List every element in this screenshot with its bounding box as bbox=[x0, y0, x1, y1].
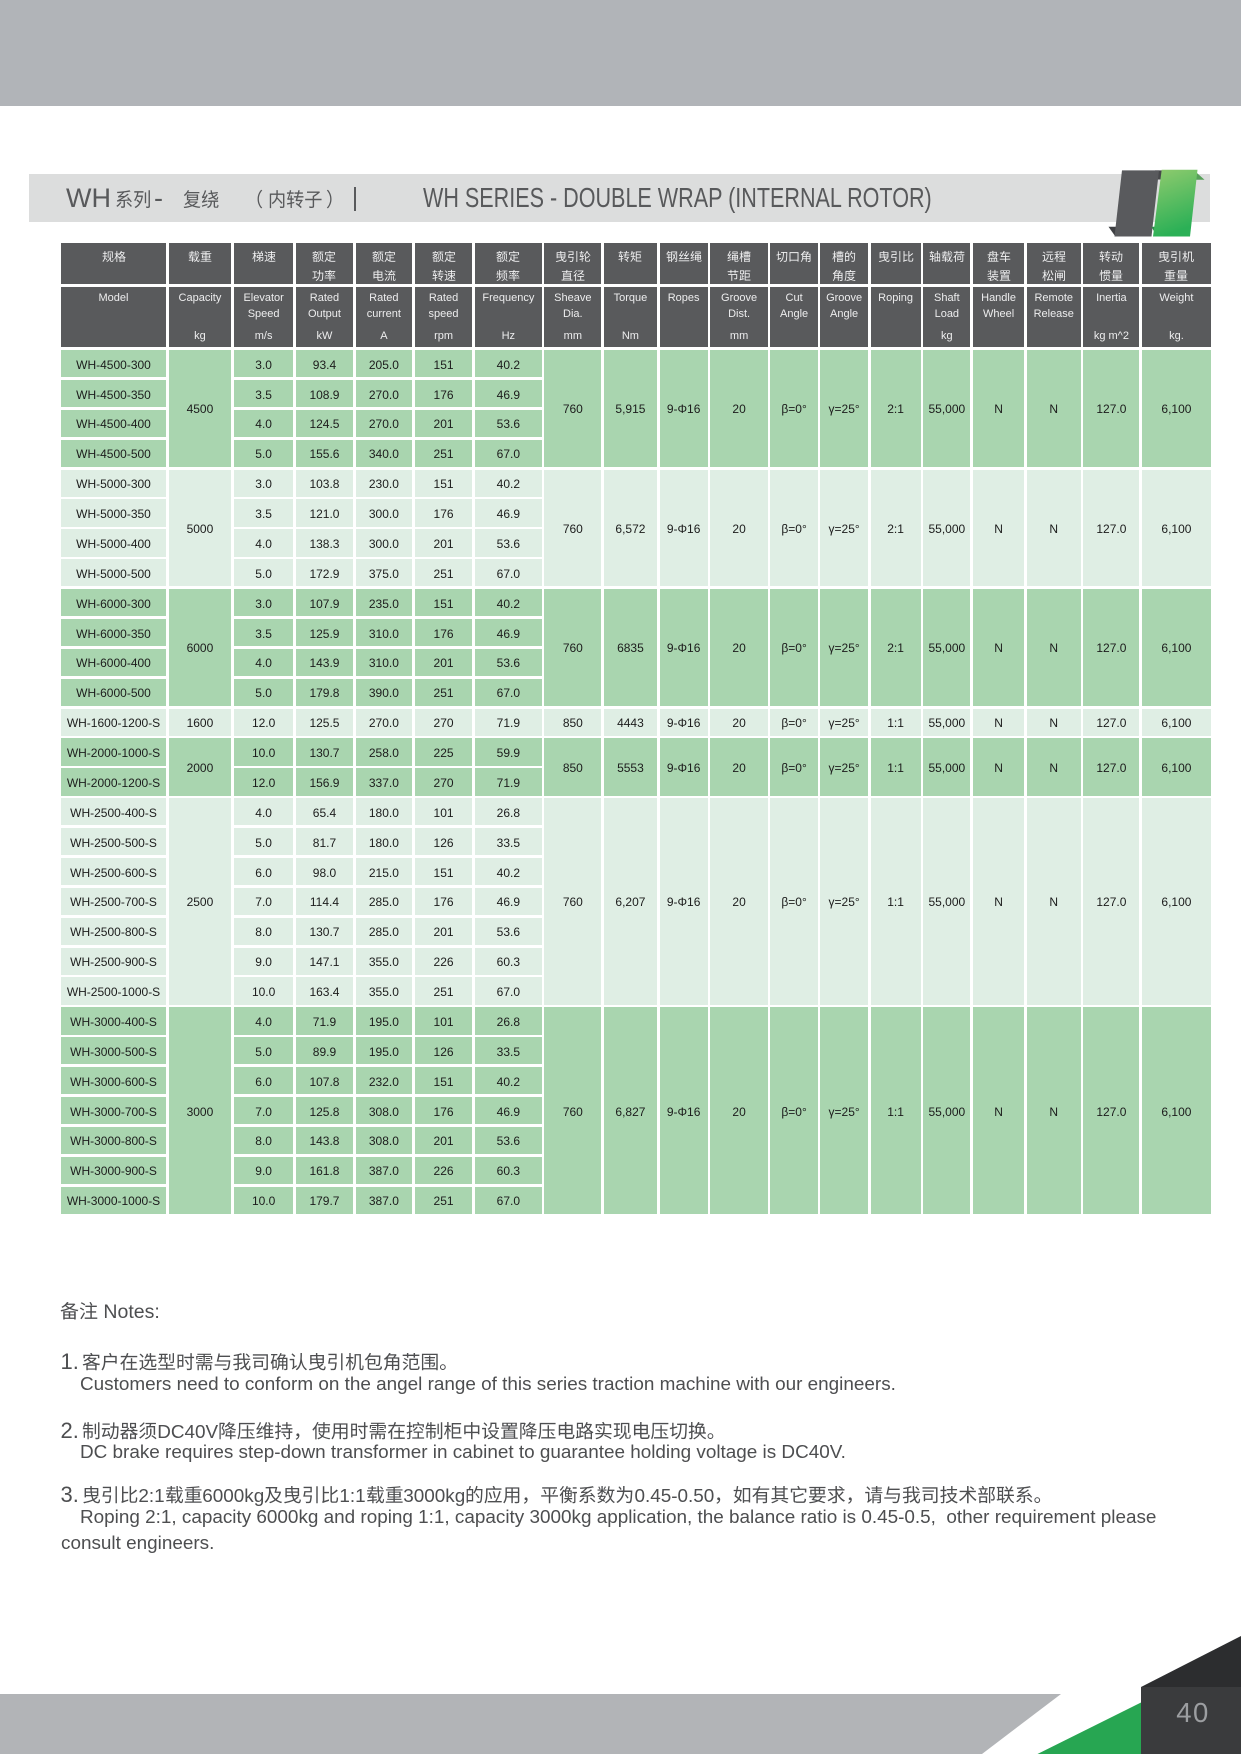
svg-text:40: 40 bbox=[1176, 1697, 1210, 1728]
